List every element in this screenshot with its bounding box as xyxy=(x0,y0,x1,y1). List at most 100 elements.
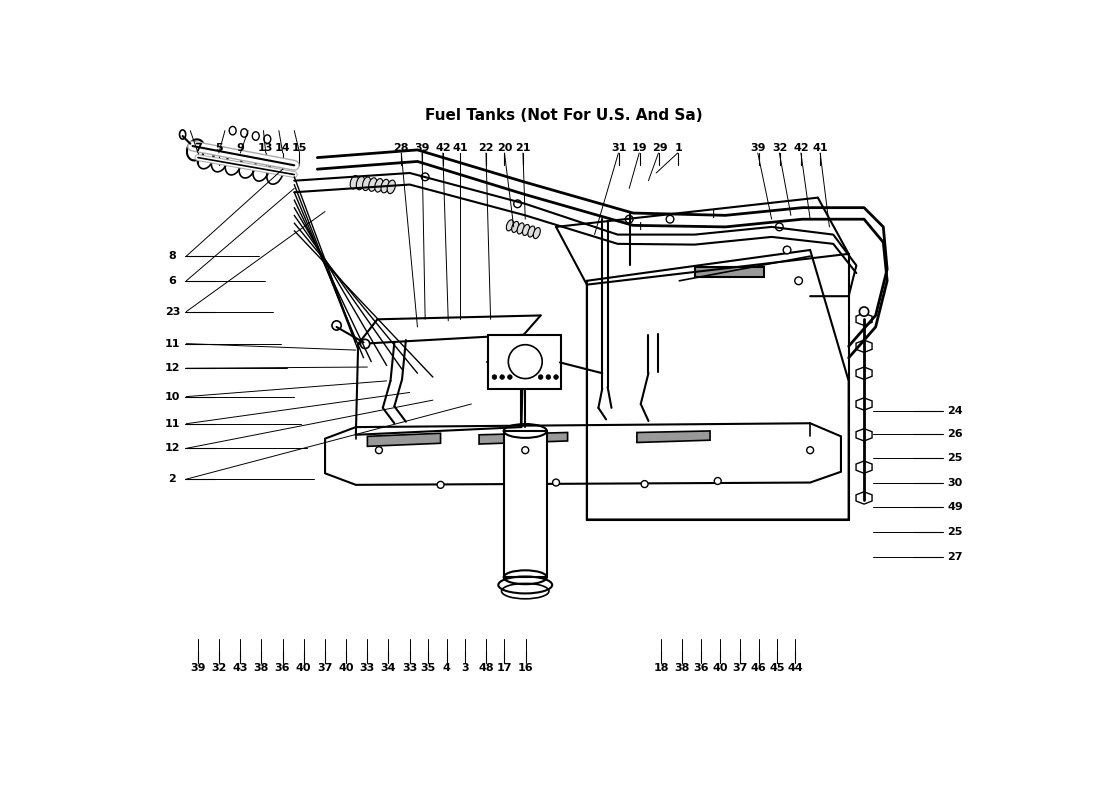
Text: 16: 16 xyxy=(518,662,534,673)
Text: 4: 4 xyxy=(443,662,451,673)
Text: 9: 9 xyxy=(236,143,244,154)
Circle shape xyxy=(375,446,383,454)
Text: 35: 35 xyxy=(420,662,436,673)
Text: 39: 39 xyxy=(751,143,767,154)
Text: 37: 37 xyxy=(733,662,748,673)
Text: 45: 45 xyxy=(769,662,785,673)
Circle shape xyxy=(859,307,869,316)
Ellipse shape xyxy=(381,179,389,193)
Text: 23: 23 xyxy=(165,306,180,317)
Ellipse shape xyxy=(356,176,364,190)
Circle shape xyxy=(521,446,529,454)
Ellipse shape xyxy=(512,222,519,233)
Ellipse shape xyxy=(241,129,248,137)
Ellipse shape xyxy=(264,135,271,143)
Text: 14: 14 xyxy=(275,143,290,154)
Bar xyxy=(504,431,547,578)
Circle shape xyxy=(538,374,543,379)
Text: 5: 5 xyxy=(216,143,223,154)
Circle shape xyxy=(776,223,783,230)
Circle shape xyxy=(361,339,370,349)
Circle shape xyxy=(507,374,513,379)
Ellipse shape xyxy=(517,223,524,234)
FancyBboxPatch shape xyxy=(488,334,561,389)
Text: 38: 38 xyxy=(674,662,690,673)
Text: 49: 49 xyxy=(947,502,962,513)
Text: 34: 34 xyxy=(381,662,396,673)
Text: 2: 2 xyxy=(168,474,176,484)
Text: 38: 38 xyxy=(254,662,270,673)
Text: 48: 48 xyxy=(478,662,494,673)
Ellipse shape xyxy=(506,220,514,231)
Text: 11: 11 xyxy=(165,338,180,349)
Polygon shape xyxy=(637,431,711,442)
Ellipse shape xyxy=(252,132,260,140)
Text: 41: 41 xyxy=(452,143,469,154)
Text: I: I xyxy=(713,210,715,220)
Circle shape xyxy=(667,215,674,223)
Circle shape xyxy=(332,321,341,330)
Text: 11: 11 xyxy=(165,418,180,429)
Text: 40: 40 xyxy=(713,662,728,673)
Ellipse shape xyxy=(350,175,359,189)
Text: 39: 39 xyxy=(415,143,430,154)
Circle shape xyxy=(806,446,814,454)
Text: 28: 28 xyxy=(394,143,409,154)
Text: 32: 32 xyxy=(211,662,227,673)
Ellipse shape xyxy=(179,130,186,139)
Circle shape xyxy=(499,374,505,379)
Circle shape xyxy=(553,374,559,379)
Text: 13: 13 xyxy=(257,143,273,154)
Text: 26: 26 xyxy=(947,429,962,438)
Polygon shape xyxy=(695,267,763,277)
Text: I: I xyxy=(639,222,642,232)
Text: 17: 17 xyxy=(497,662,513,673)
Circle shape xyxy=(437,482,444,488)
Text: 3: 3 xyxy=(461,662,469,673)
Text: 8: 8 xyxy=(168,251,176,261)
Text: Fuel Tanks (Not For U.S. And Sa): Fuel Tanks (Not For U.S. And Sa) xyxy=(425,108,703,122)
Ellipse shape xyxy=(522,225,529,235)
Text: 6: 6 xyxy=(168,276,176,286)
Text: 20: 20 xyxy=(497,143,513,154)
Circle shape xyxy=(783,246,791,254)
Circle shape xyxy=(552,479,560,486)
Ellipse shape xyxy=(363,177,371,190)
Text: 36: 36 xyxy=(275,662,290,673)
Circle shape xyxy=(514,200,521,208)
Text: 12: 12 xyxy=(165,443,180,454)
Text: 46: 46 xyxy=(750,662,767,673)
Text: 40: 40 xyxy=(296,662,311,673)
Text: 25: 25 xyxy=(947,527,962,537)
Text: 25: 25 xyxy=(947,454,962,463)
Text: 27: 27 xyxy=(947,552,962,562)
Text: 31: 31 xyxy=(612,143,627,154)
Text: 33: 33 xyxy=(360,662,375,673)
Text: 7: 7 xyxy=(194,143,201,154)
Text: 32: 32 xyxy=(772,143,788,154)
Text: 39: 39 xyxy=(190,662,206,673)
Text: 41: 41 xyxy=(813,143,828,154)
Ellipse shape xyxy=(534,227,540,238)
Circle shape xyxy=(625,215,634,223)
Text: 42: 42 xyxy=(436,143,451,154)
Text: 44: 44 xyxy=(788,662,803,673)
Text: 36: 36 xyxy=(693,662,708,673)
Text: 33: 33 xyxy=(402,662,417,673)
Text: 24: 24 xyxy=(947,406,962,416)
Text: 29: 29 xyxy=(651,143,668,154)
Text: 43: 43 xyxy=(232,662,248,673)
Text: 10: 10 xyxy=(165,392,180,402)
Text: 37: 37 xyxy=(317,662,332,673)
Text: 18: 18 xyxy=(653,662,669,673)
Circle shape xyxy=(492,374,497,379)
Circle shape xyxy=(546,374,551,379)
Circle shape xyxy=(714,478,722,485)
Text: 21: 21 xyxy=(515,143,531,154)
Text: 1: 1 xyxy=(674,143,682,154)
Text: 15: 15 xyxy=(292,143,307,154)
Ellipse shape xyxy=(528,226,535,237)
Text: 22: 22 xyxy=(478,143,494,154)
Circle shape xyxy=(794,277,803,285)
Ellipse shape xyxy=(368,178,377,191)
